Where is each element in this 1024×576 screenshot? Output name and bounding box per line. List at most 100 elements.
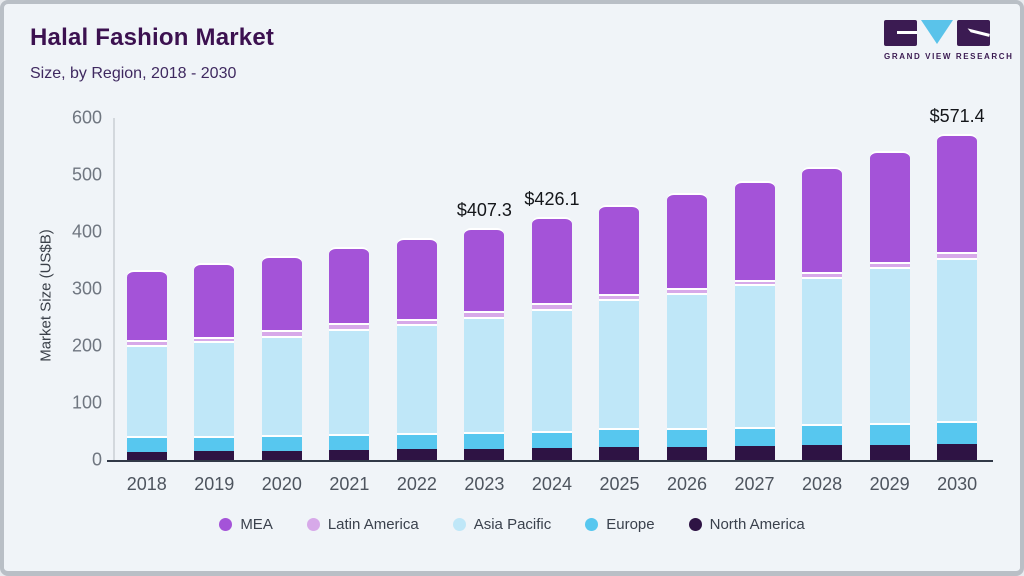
bar-segment-europe	[126, 436, 167, 453]
bar-segment-latin-america	[396, 319, 437, 325]
bar-segment-europe	[464, 432, 505, 449]
chart-legend: MEA Latin America Asia Pacific Europe North …	[4, 516, 1020, 533]
legend-label: Europe	[606, 516, 655, 533]
legend-dot-icon	[306, 518, 320, 531]
bar-column-2020	[248, 118, 316, 460]
legend-item-europe: Europe	[585, 516, 655, 533]
bar-segment-latin-america	[531, 303, 572, 310]
bar-segment-mea	[802, 167, 843, 272]
bar-segment-north-america	[126, 452, 167, 460]
y-tick-label: 0	[91, 449, 102, 470]
bar-segment-mea	[531, 217, 572, 304]
bar-column-2022	[383, 118, 451, 460]
legend-label: Asia Pacific	[473, 516, 552, 533]
bar-column-2021	[316, 118, 384, 460]
bar-column-2026	[653, 118, 721, 460]
bar-column-2027	[721, 118, 789, 460]
chart-header: Halal Fashion Market Size, by Region, 20…	[30, 24, 274, 83]
bar-segment-europe	[937, 420, 978, 445]
legend-item-mea: MEA	[219, 516, 273, 533]
bar-chart-plot-area: $407.3 $426.1 $571.4	[113, 106, 991, 460]
bar-segment-north-america	[734, 445, 775, 460]
bar-column-2025	[586, 118, 654, 460]
stacked-bar	[802, 167, 843, 460]
logo-g-block-icon	[884, 20, 917, 46]
bar-column-2024: $426.1	[518, 118, 586, 460]
legend-item-north-america: North America	[688, 516, 805, 533]
bar-segment-north-america	[396, 449, 437, 460]
y-tick-label: 300	[71, 278, 102, 299]
stacked-bar	[531, 217, 572, 460]
y-axis-line	[113, 118, 115, 460]
stacked-bar	[599, 205, 640, 460]
legend-item-asia-pacific: Asia Pacific	[452, 516, 552, 533]
legend-item-latin-america: Latin America	[306, 516, 419, 533]
bar-segment-mea	[734, 181, 775, 281]
x-tick-label: 2030	[937, 474, 978, 494]
bar-segment-europe	[329, 434, 370, 451]
bar-segment-asia-pacific	[937, 257, 978, 421]
bar-segment-asia-pacific	[194, 341, 235, 436]
bar-segment-latin-america	[194, 336, 235, 342]
bar-segment-latin-america	[734, 280, 775, 285]
x-tick-label: 2021	[329, 474, 370, 494]
bar-segment-asia-pacific	[734, 284, 775, 427]
bar-segment-north-america	[802, 445, 843, 460]
page-title: Halal Fashion Market	[30, 24, 275, 51]
bar-segment-latin-america	[126, 340, 167, 346]
bar-segment-asia-pacific	[396, 324, 437, 434]
logo-r-block-icon	[957, 20, 990, 46]
x-tick-label: 2026	[666, 474, 708, 494]
stacked-bar	[261, 255, 302, 460]
bar-segment-europe	[802, 424, 843, 446]
bar-total-label: $426.1	[524, 189, 580, 210]
bar-segment-latin-america	[802, 271, 843, 278]
bar-segment-mea	[869, 151, 910, 263]
bar-total-label: $407.3	[456, 199, 512, 220]
bar-segment-mea	[126, 269, 167, 341]
bar-segment-latin-america	[667, 288, 708, 293]
x-tick-label: 2024	[531, 474, 572, 494]
legend-dot-icon	[452, 518, 466, 531]
bar-segment-latin-america	[329, 323, 370, 330]
stacked-bar	[329, 246, 370, 460]
bar-segment-mea	[667, 193, 708, 289]
bar-segment-asia-pacific	[126, 345, 167, 437]
x-tick-label: 2018	[126, 474, 167, 494]
bar-segment-north-america	[464, 448, 505, 460]
bar-column-2023: $407.3	[451, 118, 519, 460]
bar-segment-asia-pacific	[869, 267, 910, 423]
x-tick-label: 2019	[194, 474, 235, 494]
bar-segment-europe	[734, 426, 775, 446]
bar-segment-mea	[396, 237, 437, 320]
x-tick-label: 2023	[464, 474, 505, 494]
bar-segment-mea	[599, 205, 640, 295]
page-subtitle: Size, by Region, 2018 - 2030	[30, 65, 237, 82]
bar-segment-latin-america	[464, 311, 505, 318]
stacked-bar	[194, 262, 235, 460]
stacked-bar	[464, 227, 505, 460]
bar-segment-europe	[531, 431, 572, 449]
bar-segment-europe	[261, 434, 302, 451]
bar-segment-latin-america	[599, 294, 640, 300]
bar-segment-north-america	[869, 444, 910, 460]
bar-segment-europe	[396, 433, 437, 450]
bar-segment-europe	[667, 427, 708, 447]
legend-label: Latin America	[327, 516, 419, 533]
legend-dot-icon	[585, 518, 599, 531]
bar-segment-north-america	[599, 447, 640, 460]
bar-column-2030: $571.4	[923, 106, 991, 460]
y-tick-label: 100	[71, 392, 102, 413]
bar-segment-mea	[261, 255, 302, 331]
legend-label: North America	[709, 516, 805, 533]
bar-segment-north-america	[194, 451, 235, 460]
stacked-bar	[869, 151, 910, 460]
x-axis-line	[107, 460, 993, 462]
y-tick-label: 400	[71, 221, 102, 242]
legend-label: MEA	[240, 516, 273, 533]
bar-column-2029	[856, 118, 924, 460]
bar-segment-mea	[329, 246, 370, 324]
stacked-bar	[126, 269, 167, 460]
bar-segment-asia-pacific	[261, 336, 302, 435]
